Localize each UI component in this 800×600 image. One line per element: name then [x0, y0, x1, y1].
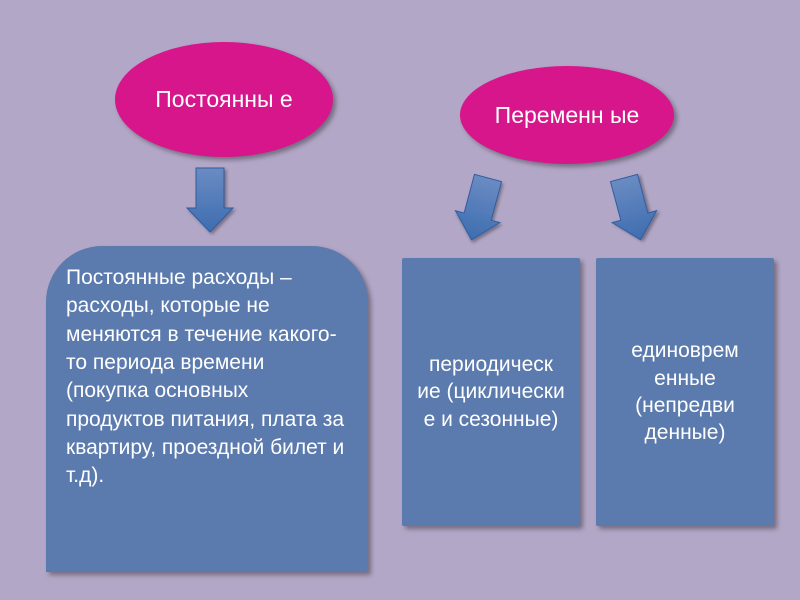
- box-onetime: единоврем енные (непредви денные): [596, 258, 774, 526]
- box-constant-definition: Постоянные расходы – расходы, которые не…: [46, 246, 368, 572]
- arrow-variable-right: [602, 172, 663, 246]
- arrow-constant: [187, 168, 233, 232]
- box-periodic: периодическ ие (циклически е и сезонные): [402, 258, 580, 526]
- box-periodic-text: периодическ ие (циклически е и сезонные): [416, 351, 566, 433]
- ellipse-variable-label: Переменн ые: [495, 102, 640, 128]
- ellipse-constant: Постоянны е: [115, 42, 333, 157]
- ellipse-variable: Переменн ые: [460, 66, 674, 164]
- arrow-variable-left: [449, 172, 510, 246]
- box-constant-text: Постоянные расходы – расходы, которые не…: [66, 264, 350, 491]
- box-onetime-text: единоврем енные (непредви денные): [610, 337, 760, 446]
- ellipse-constant-label: Постоянны е: [155, 86, 292, 112]
- diagram-canvas: Постоянны е Переменн ые: [0, 0, 800, 600]
